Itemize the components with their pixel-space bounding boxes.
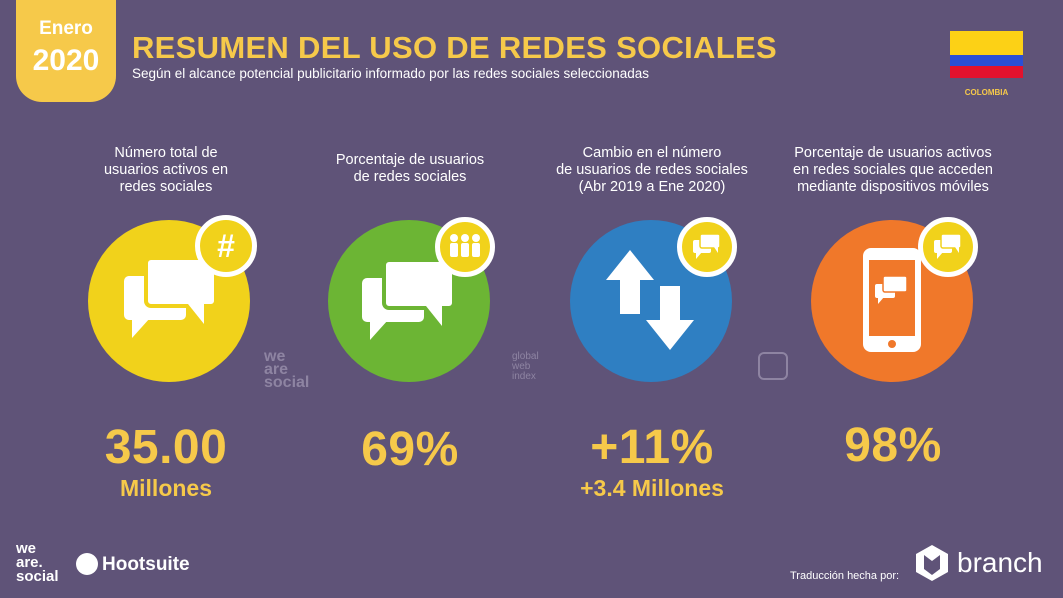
translation-credit: Traducción hecha por: — [790, 570, 900, 582]
stat-change-users: Cambio en el número de usuarios de redes… — [532, 0, 772, 598]
hootsuite-logo: Hootsuite — [102, 554, 190, 575]
svg-text:#: # — [217, 228, 235, 264]
smartphone-icon — [863, 248, 921, 352]
stat-label: Cambio en el número de usuarios de redes… — [556, 145, 748, 195]
we-are-social-watermark: we are social — [264, 348, 310, 391]
badge-year: 2020 — [32, 44, 100, 77]
country-label: COLOMBIA — [964, 88, 1009, 97]
stat-label: Porcentaje de usuarios activos en redes … — [793, 145, 993, 195]
stat-total-users: Número total de usuarios activos en rede… — [46, 0, 286, 598]
badge-month: Enero — [39, 18, 93, 39]
stat-mobile-access: Porcentaje de usuarios activos en redes … — [773, 0, 1013, 598]
hootsuite-owl-icon — [76, 553, 98, 575]
colombia-flag — [950, 31, 1023, 78]
chat-bubbles-icon — [124, 256, 218, 338]
stat-percentage-users: Porcentaje de usuarios de redes sociales… — [290, 0, 530, 598]
stat-circle — [88, 220, 250, 382]
stat-value: 35.00 — [104, 421, 228, 474]
owl-watermark-icon — [758, 352, 788, 380]
hashtag-icon: # — [195, 215, 257, 277]
branch-logo: branch — [957, 547, 1043, 578]
stat-value: 98% — [844, 419, 942, 472]
up-down-arrows-icon — [606, 250, 694, 350]
stat-label: Porcentaje de usuarios de redes sociales — [335, 152, 485, 185]
stat-circle — [811, 220, 973, 382]
stat-unit: Millones — [119, 475, 212, 501]
stat-unit: +3.4 Millones — [580, 475, 724, 501]
chat-icon — [918, 217, 978, 277]
page-subtitle: Según el alcance potencial publicitario … — [132, 66, 650, 81]
chat-bubbles-icon — [362, 258, 456, 340]
chat-icon — [677, 217, 737, 277]
stat-label: Número total de usuarios activos en rede… — [103, 145, 229, 195]
stat-value: +11% — [590, 421, 714, 474]
people-icon — [435, 217, 495, 277]
globalwebindex-watermark: global web index — [512, 351, 539, 382]
page-title: RESUMEN DEL USO DE REDES SOCIALES — [132, 30, 777, 65]
stat-value: 69% — [361, 423, 459, 476]
branch-logo-icon — [914, 543, 950, 583]
we-are-social-logo: we are. social — [16, 540, 59, 585]
date-badge: Enero 2020 — [16, 0, 116, 102]
